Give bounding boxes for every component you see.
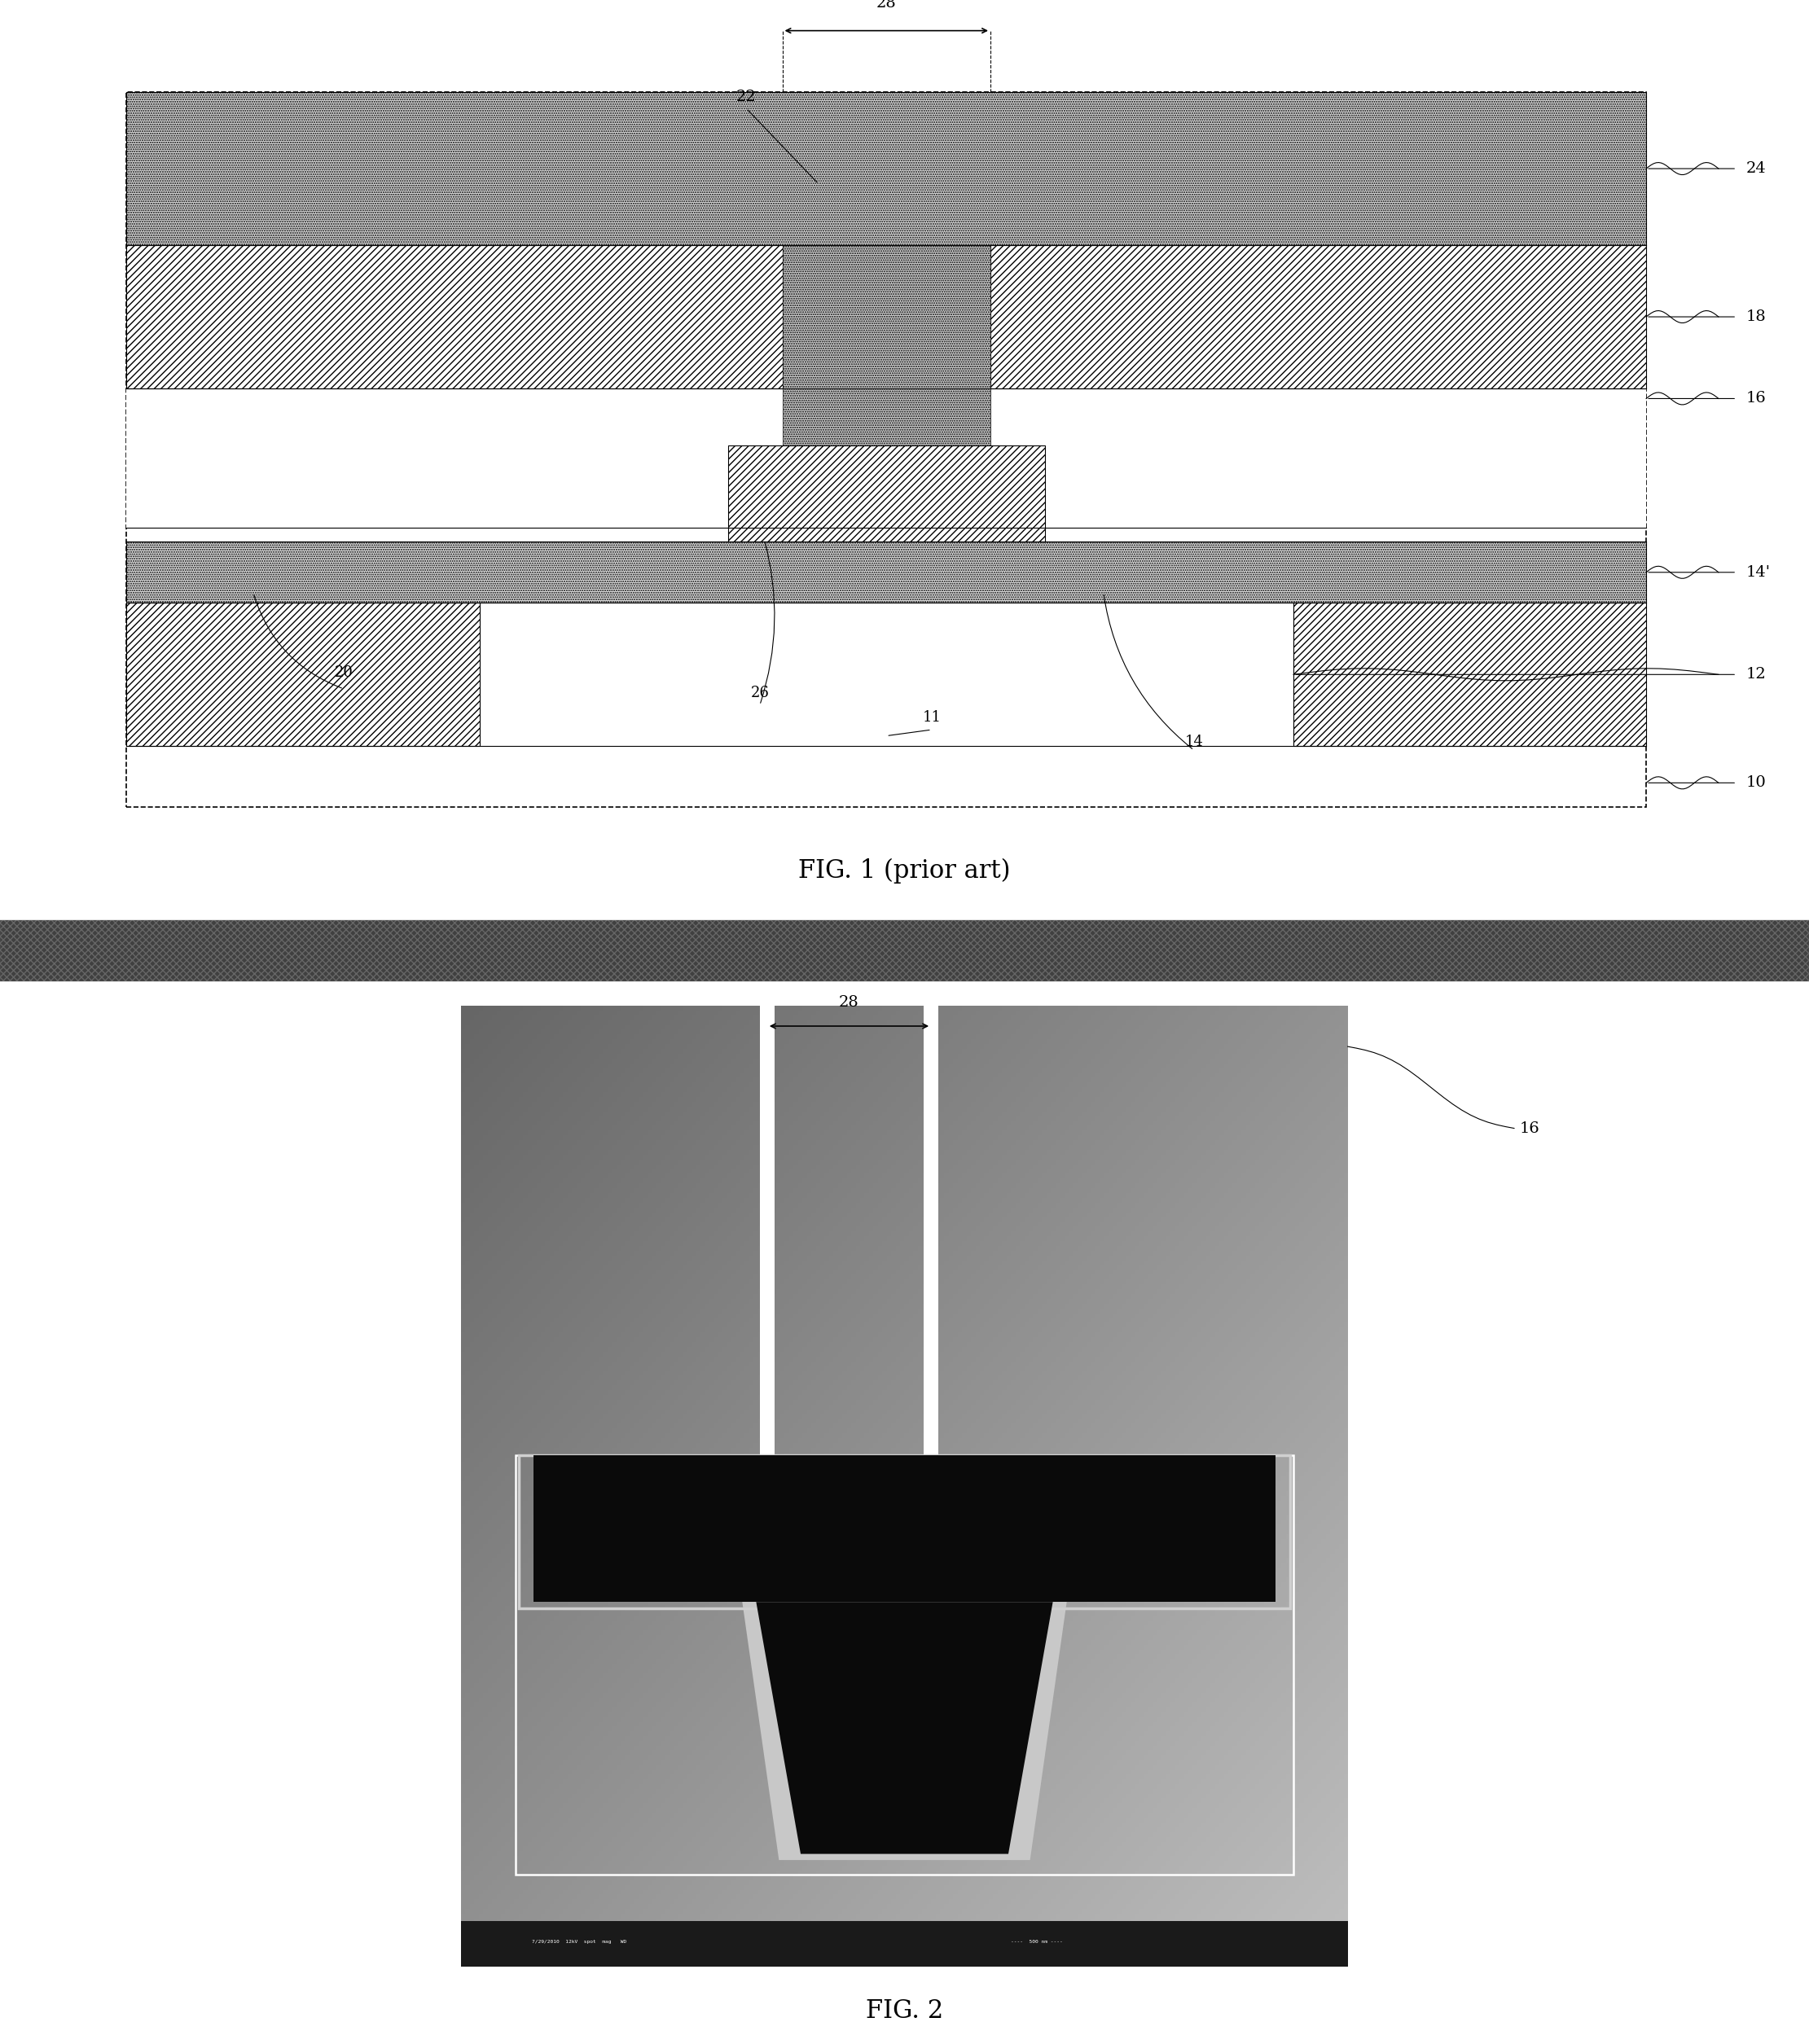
Text: FIG. 2: FIG. 2 bbox=[867, 1999, 942, 2024]
Bar bbox=[127, 542, 1646, 603]
Bar bbox=[127, 92, 1646, 807]
Bar bbox=[781, 245, 991, 388]
Text: 12: 12 bbox=[1746, 666, 1766, 683]
Text: 28: 28 bbox=[876, 0, 897, 10]
Bar bbox=[519, 1455, 1290, 1609]
Bar bbox=[1293, 603, 1646, 746]
Bar bbox=[727, 446, 1044, 542]
Bar bbox=[516, 1455, 1293, 1874]
Bar bbox=[534, 1455, 1275, 1602]
Bar bbox=[127, 92, 1646, 245]
Bar bbox=[479, 603, 1293, 746]
Bar bbox=[991, 245, 1646, 388]
Text: 16: 16 bbox=[1746, 390, 1766, 407]
Bar bbox=[0, 920, 1809, 981]
Bar bbox=[127, 388, 781, 527]
Text: FIG. 1 (prior art): FIG. 1 (prior art) bbox=[798, 858, 1011, 883]
Bar bbox=[127, 603, 479, 746]
Bar bbox=[781, 388, 991, 527]
Bar bbox=[924, 1006, 939, 1631]
Text: 20: 20 bbox=[335, 664, 353, 681]
Text: 10: 10 bbox=[1746, 775, 1766, 791]
Polygon shape bbox=[742, 1598, 1067, 1860]
Text: 14': 14' bbox=[1746, 564, 1771, 580]
Polygon shape bbox=[756, 1602, 1053, 1854]
Text: 24: 24 bbox=[1746, 161, 1766, 176]
Text: 7/29/2010  12kV  spot  mag   WD: 7/29/2010 12kV spot mag WD bbox=[532, 1940, 628, 1944]
Text: ----  500 nm ----: ---- 500 nm ---- bbox=[1011, 1940, 1064, 1944]
Bar bbox=[127, 245, 781, 388]
Text: 26: 26 bbox=[751, 685, 769, 701]
Bar bbox=[991, 388, 1646, 527]
Text: 11: 11 bbox=[923, 709, 941, 726]
Bar bbox=[461, 1921, 1348, 1966]
Text: 14: 14 bbox=[1185, 734, 1203, 750]
Bar bbox=[760, 1006, 774, 1631]
Text: 28: 28 bbox=[839, 995, 859, 1010]
Text: 18: 18 bbox=[1746, 309, 1766, 325]
Text: 22: 22 bbox=[736, 90, 756, 104]
Text: 16: 16 bbox=[1520, 1120, 1539, 1136]
